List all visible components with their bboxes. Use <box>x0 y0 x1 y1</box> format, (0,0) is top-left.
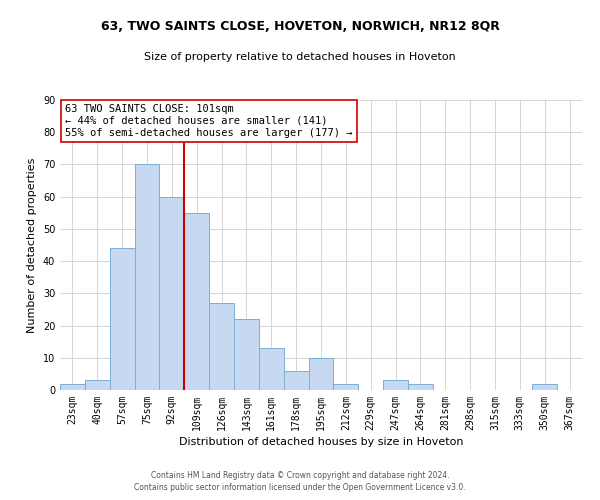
Bar <box>308 358 334 390</box>
Text: 63, TWO SAINTS CLOSE, HOVETON, NORWICH, NR12 8QR: 63, TWO SAINTS CLOSE, HOVETON, NORWICH, … <box>101 20 499 33</box>
Bar <box>284 370 308 390</box>
Text: Size of property relative to detached houses in Hoveton: Size of property relative to detached ho… <box>144 52 456 62</box>
Text: Contains public sector information licensed under the Open Government Licence v3: Contains public sector information licen… <box>134 484 466 492</box>
Bar <box>85 380 110 390</box>
Bar <box>383 380 408 390</box>
Bar <box>110 248 134 390</box>
Bar <box>408 384 433 390</box>
Bar <box>184 213 209 390</box>
Bar <box>160 196 184 390</box>
Text: Contains HM Land Registry data © Crown copyright and database right 2024.: Contains HM Land Registry data © Crown c… <box>151 471 449 480</box>
X-axis label: Distribution of detached houses by size in Hoveton: Distribution of detached houses by size … <box>179 437 463 447</box>
Bar <box>60 384 85 390</box>
Bar <box>259 348 284 390</box>
Bar <box>234 319 259 390</box>
Bar <box>134 164 160 390</box>
Bar <box>532 384 557 390</box>
Bar <box>209 303 234 390</box>
Bar <box>334 384 358 390</box>
Text: 63 TWO SAINTS CLOSE: 101sqm
← 44% of detached houses are smaller (141)
55% of se: 63 TWO SAINTS CLOSE: 101sqm ← 44% of det… <box>65 104 353 138</box>
Y-axis label: Number of detached properties: Number of detached properties <box>27 158 37 332</box>
